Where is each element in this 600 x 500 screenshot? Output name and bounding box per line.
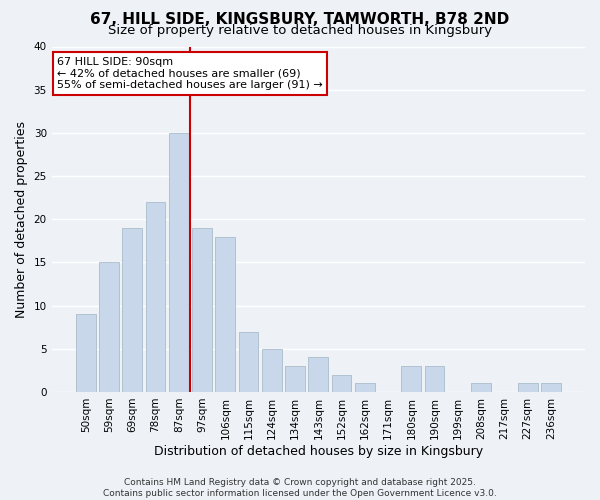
Bar xyxy=(99,262,119,392)
Bar xyxy=(169,133,188,392)
Bar xyxy=(76,314,95,392)
Bar xyxy=(332,374,352,392)
Text: 67 HILL SIDE: 90sqm
← 42% of detached houses are smaller (69)
55% of semi-detach: 67 HILL SIDE: 90sqm ← 42% of detached ho… xyxy=(57,57,323,90)
Bar xyxy=(122,228,142,392)
Bar xyxy=(239,332,259,392)
Bar xyxy=(285,366,305,392)
X-axis label: Distribution of detached houses by size in Kingsbury: Distribution of detached houses by size … xyxy=(154,444,483,458)
Bar xyxy=(215,236,235,392)
Y-axis label: Number of detached properties: Number of detached properties xyxy=(15,120,28,318)
Bar xyxy=(471,384,491,392)
Bar xyxy=(192,228,212,392)
Bar xyxy=(308,358,328,392)
Bar xyxy=(401,366,421,392)
Bar xyxy=(518,384,538,392)
Bar xyxy=(262,349,282,392)
Bar xyxy=(541,384,561,392)
Text: Contains HM Land Registry data © Crown copyright and database right 2025.
Contai: Contains HM Land Registry data © Crown c… xyxy=(103,478,497,498)
Bar xyxy=(355,384,375,392)
Text: 67, HILL SIDE, KINGSBURY, TAMWORTH, B78 2ND: 67, HILL SIDE, KINGSBURY, TAMWORTH, B78 … xyxy=(91,12,509,28)
Bar xyxy=(146,202,166,392)
Bar xyxy=(425,366,445,392)
Text: Size of property relative to detached houses in Kingsbury: Size of property relative to detached ho… xyxy=(108,24,492,37)
